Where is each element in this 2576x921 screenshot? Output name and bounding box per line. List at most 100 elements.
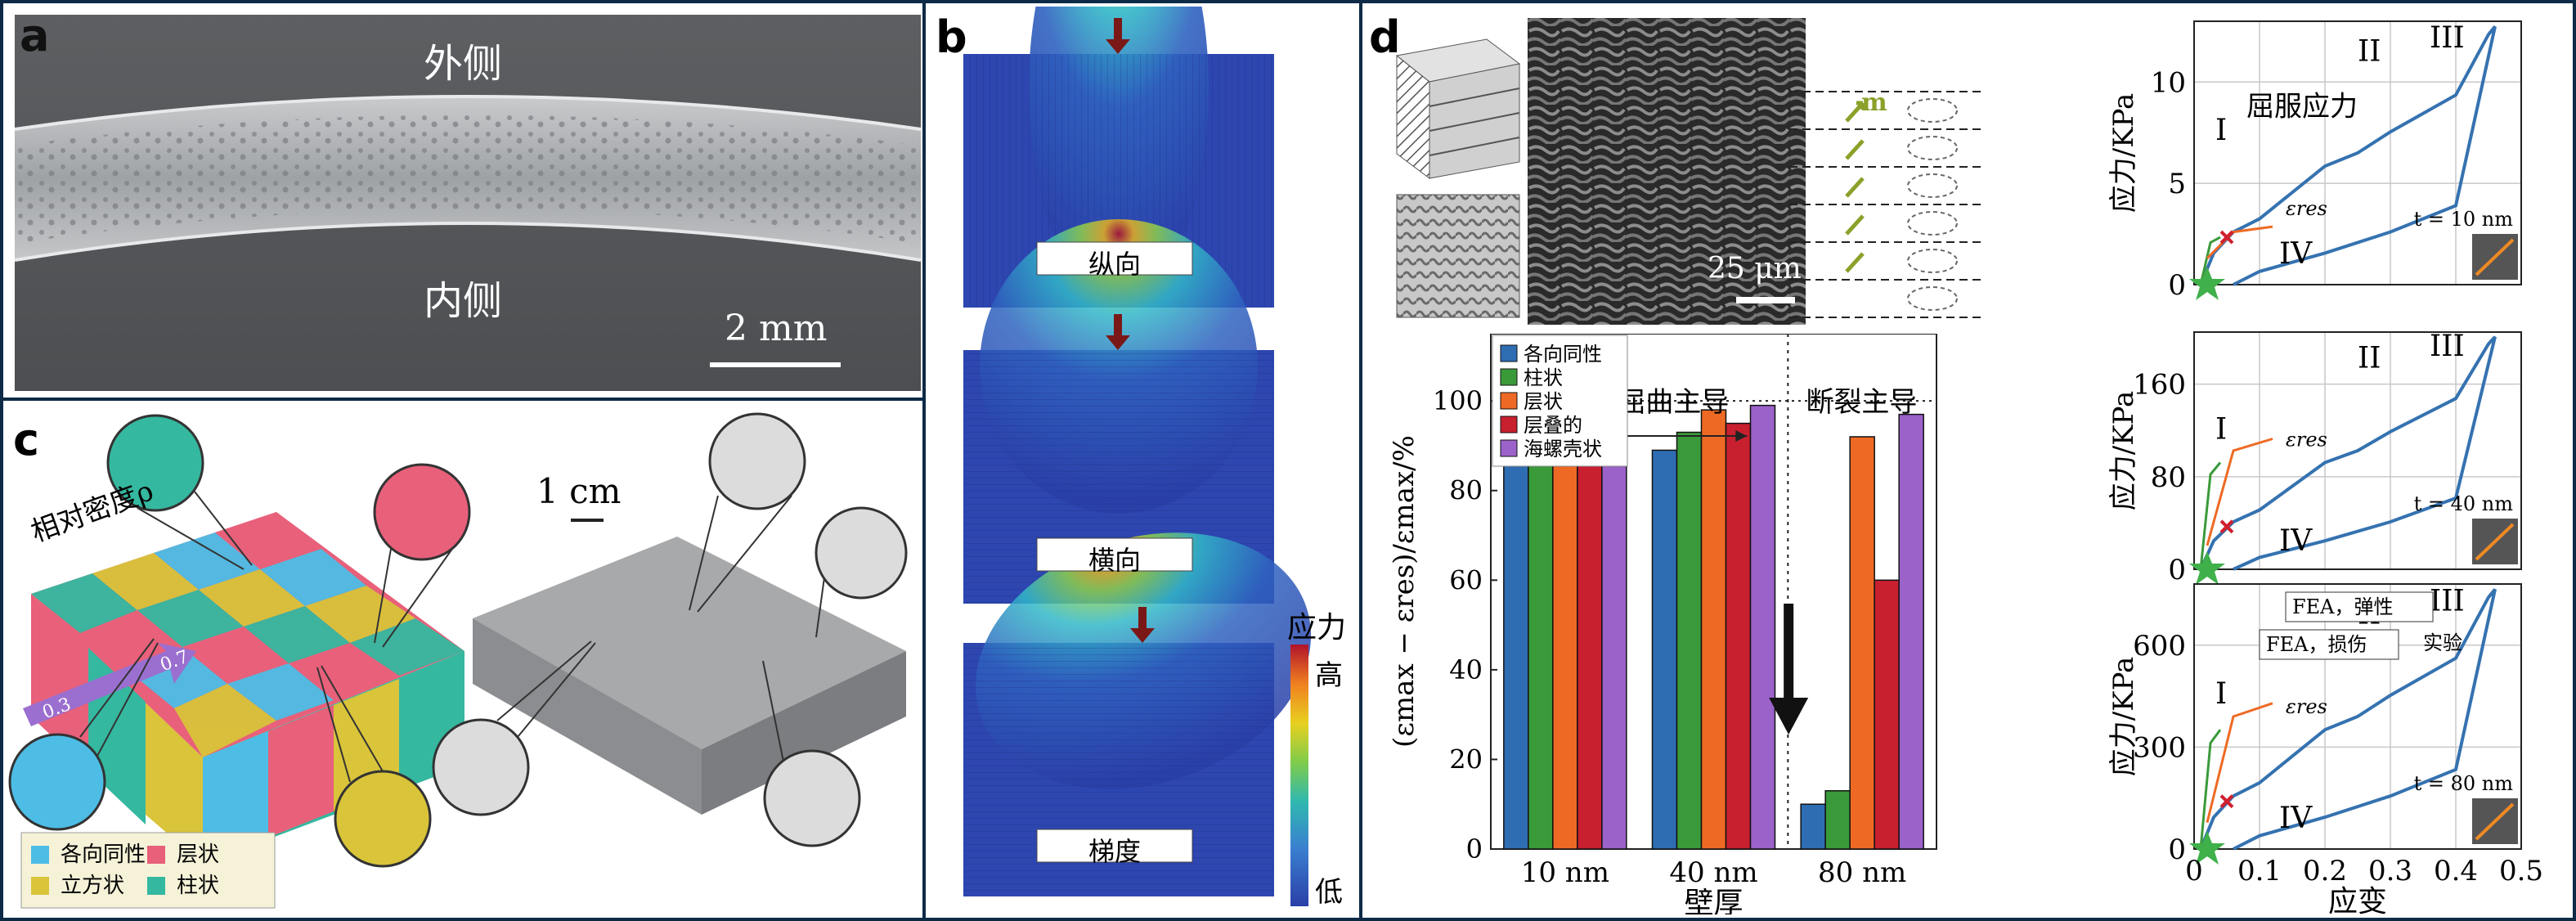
y-tick-label: 80: [1449, 475, 1483, 506]
y-tick-label: 0: [2168, 554, 2186, 586]
stress-strain-curve: [2199, 335, 2497, 571]
sem-scale-text: 25 μm: [1708, 252, 1802, 285]
y-axis-label: (εmax − εres)/εmax/%: [1388, 435, 1420, 748]
phase-label: IV: [2279, 524, 2313, 558]
bar: [1824, 790, 1851, 850]
y-axis-label: 应力/KPa: [2107, 391, 2140, 510]
panel-b-image: [963, 0, 1312, 906]
bar: [1849, 436, 1875, 850]
yield-stress-label: 屈服应力: [2246, 90, 2358, 123]
legend-lamellar: 层状: [177, 842, 220, 867]
x-category-label: 80 nm: [1818, 856, 1906, 889]
fea-curve-green: [2199, 729, 2222, 850]
x-tick-label: 0.3: [2368, 855, 2412, 887]
legend-swatch: [1500, 344, 1518, 362]
divider: [0, 398, 924, 401]
x-axis-label: 壁厚: [1684, 887, 1743, 914]
m-label: m: [1861, 88, 1887, 117]
bar: [1749, 404, 1776, 850]
phase-label: I: [2215, 114, 2227, 147]
bar: [1800, 803, 1826, 850]
bar: [1528, 404, 1554, 850]
start-marker: [2189, 831, 2225, 865]
decrease-arrow-head: [1769, 698, 1809, 735]
fea-curve-orange: [2206, 702, 2273, 823]
bar: [1651, 449, 1678, 850]
plot-frame: [2193, 583, 2522, 850]
y-tick-label: 0: [2168, 269, 2186, 302]
y-tick-label: 0: [2168, 833, 2186, 866]
y-tick-label: 20: [1449, 744, 1483, 775]
y-tick-label: 60: [1449, 564, 1483, 595]
thickness-label: t = 80 nm: [2414, 772, 2514, 795]
phase-label: III: [2430, 584, 2465, 618]
panel-label: a: [20, 10, 50, 61]
legend-label: 层状: [1524, 390, 1563, 413]
y-axis-label: 应力/KPa: [2107, 93, 2140, 213]
bar: [1700, 409, 1727, 850]
bar: [1874, 579, 1900, 850]
legend-label: 海螺壳状: [1524, 438, 1602, 460]
experiment-label: 实验: [2423, 631, 2462, 654]
phase-label: I: [2215, 677, 2227, 711]
stress-colorbar: [1290, 645, 1308, 906]
stress-strain-curve: [2199, 588, 2497, 851]
legend-swatch: [1500, 392, 1518, 410]
scale-text: 2 mm: [725, 308, 828, 349]
start-marker: [2189, 267, 2225, 300]
panel-label: c: [13, 414, 40, 465]
panel-a-image: [14, 15, 922, 391]
y-tick-label: 600: [2133, 630, 2186, 663]
plot-frame: [2193, 20, 2522, 285]
fea-damage-label: FEA，损伤: [2266, 633, 2367, 656]
sem-scale-bar: [1736, 297, 1795, 303]
y-tick-label: 100: [1433, 385, 1483, 416]
bar-chart: 0 20 40 60 80 100 10 nm 40 nm 80 nm 屈曲主导 断裂主导 各向同性柱…: [1388, 334, 1937, 914]
panel-c: c 相对密度ρ 0.3 0.7 1 cm 各向同性 层状 立方状 柱状: [7, 406, 927, 913]
bar: [1577, 409, 1603, 850]
stress-strain-curve: [2199, 25, 2497, 286]
caption-longitudinal: 纵向: [1088, 249, 1141, 280]
start-marker: [2189, 551, 2225, 585]
x-tick-label: 0.2: [2303, 855, 2347, 887]
y-tick-label: 160: [2133, 369, 2186, 402]
colorbar-title: 应力: [1287, 611, 1347, 645]
divider: [922, 0, 926, 921]
fracture-label: 断裂主导: [1806, 386, 1917, 419]
panel-b: b 纵向 横向 梯度 应力 高 低: [931, 0, 1356, 914]
fea-elastic-label: FEA，弹性: [2292, 595, 2394, 618]
legend-label: 层叠的: [1524, 414, 1582, 437]
yield-marker: [2219, 794, 2234, 809]
panel-c-image: [8, 412, 908, 909]
legend-swatch: [1500, 439, 1518, 457]
x-tick-label: 0: [2185, 855, 2203, 887]
x-tick-label: 0.4: [2434, 855, 2478, 887]
bar: [1898, 413, 1924, 850]
fea-curve-orange: [2206, 438, 2273, 546]
bar: [1552, 404, 1578, 850]
caption-transverse: 横向: [1088, 545, 1141, 576]
y-tick-label: 80: [2151, 461, 2186, 494]
fea-curve-orange: [2206, 225, 2273, 259]
legend-swatch: [1500, 368, 1518, 386]
outer-side-label: 外侧: [424, 41, 503, 87]
colorbar-high: 高: [1315, 659, 1343, 692]
legend-cubic: 立方状: [61, 874, 125, 898]
legend-isotropic: 各向同性: [61, 842, 146, 867]
x-axis-label: 应变: [2328, 885, 2387, 914]
inner-side-label: 内侧: [424, 278, 503, 324]
arrow-head: [1735, 430, 1748, 442]
panel-label: d: [1369, 11, 1401, 63]
scale-bar: [710, 362, 841, 367]
inset-line: [2475, 523, 2515, 561]
phase-label: III: [2430, 21, 2465, 55]
fea-curve-green: [2199, 461, 2222, 570]
x-category-label: 10 nm: [1521, 856, 1609, 889]
y-tick-label: 5: [2168, 168, 2186, 200]
panel-d: d 25 μm m 0 20 40 60 80 100 10 nm 40 nm 80 nm 屈曲主…: [1364, 7, 2569, 914]
x-tick-label: 0.1: [2237, 855, 2282, 887]
thickness-label: t = 10 nm: [2414, 208, 2514, 231]
bar: [1601, 400, 1627, 850]
phase-label: II: [2358, 34, 2381, 68]
phase-label: III: [2430, 330, 2465, 363]
